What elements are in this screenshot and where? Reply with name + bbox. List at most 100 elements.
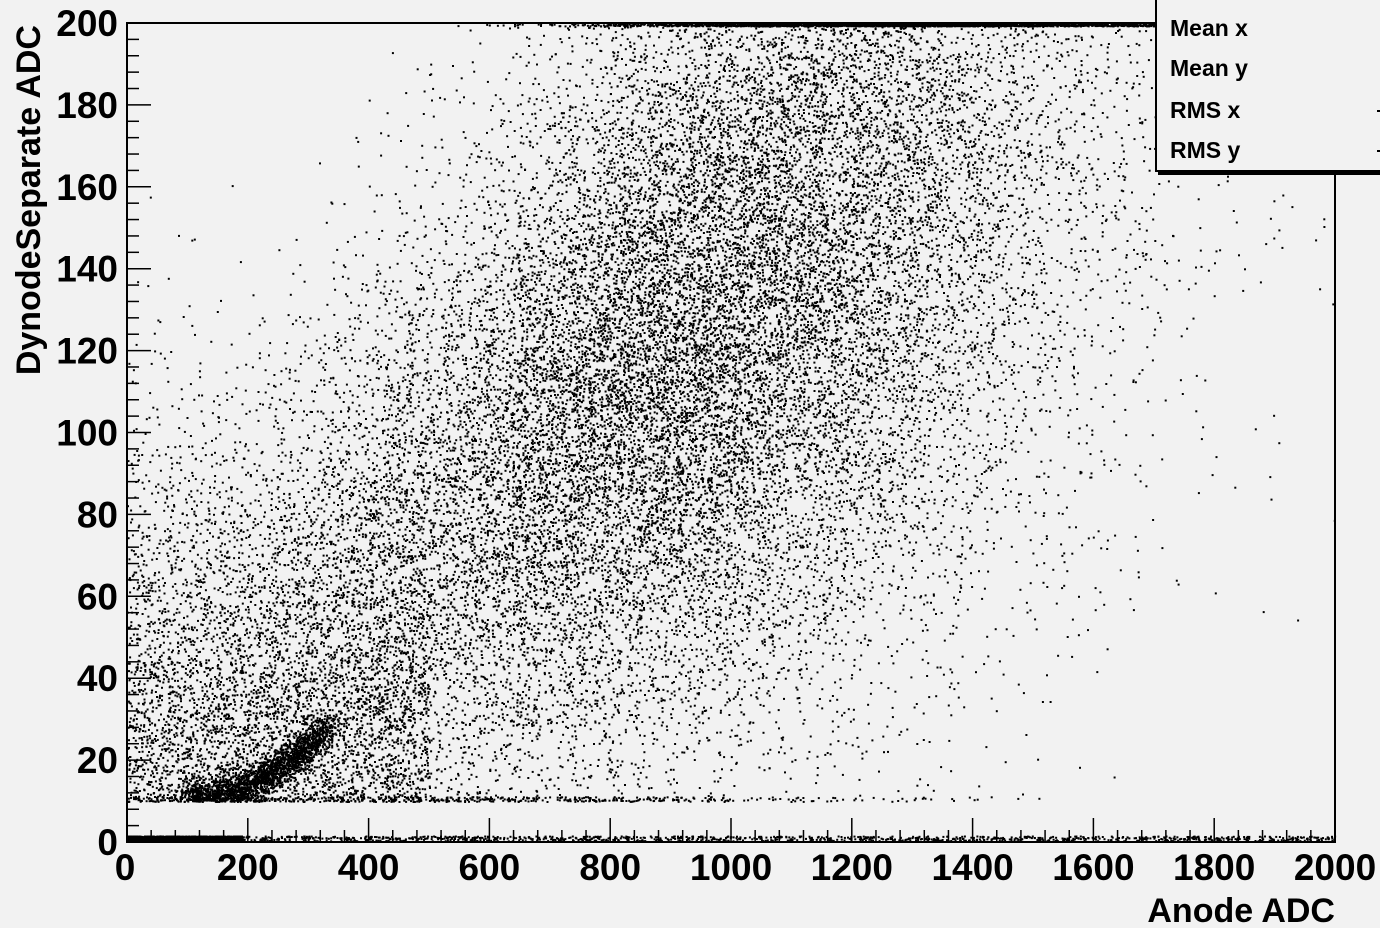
data-point (540, 283, 543, 286)
data-point (736, 582, 738, 585)
data-point (887, 202, 890, 205)
data-point (669, 204, 672, 207)
data-point (772, 363, 775, 366)
data-point (592, 665, 595, 668)
data-point (718, 140, 721, 143)
data-point (658, 270, 661, 273)
data-point (626, 38, 629, 41)
data-point (820, 95, 823, 98)
data-point (678, 580, 681, 583)
data-point (801, 283, 804, 286)
data-point (653, 253, 656, 255)
data-point (670, 217, 673, 220)
data-point (808, 228, 810, 231)
data-point (547, 459, 550, 462)
data-point (724, 358, 727, 361)
data-point (719, 681, 722, 684)
data-point (676, 195, 679, 198)
data-point (506, 422, 509, 425)
data-point (513, 531, 516, 534)
data-point (685, 234, 688, 237)
data-point (539, 496, 541, 499)
data-point (969, 530, 972, 533)
data-point (561, 441, 564, 444)
data-point (970, 330, 973, 333)
data-point (628, 341, 631, 344)
data-point (661, 675, 664, 678)
data-point (814, 276, 817, 279)
data-point (516, 487, 519, 489)
data-point (1143, 160, 1146, 163)
data-point (658, 336, 661, 339)
data-point (196, 753, 199, 756)
data-point (783, 452, 786, 455)
data-point (746, 315, 749, 317)
data-point (990, 796, 993, 799)
data-point (1197, 198, 1200, 201)
data-point (853, 423, 856, 425)
data-point (910, 49, 913, 52)
data-point (630, 288, 633, 291)
data-point (866, 349, 869, 352)
data-point (1016, 124, 1019, 127)
data-point (631, 412, 634, 415)
data-point (748, 284, 751, 287)
data-point (521, 422, 524, 425)
data-point (866, 195, 869, 198)
data-point (954, 571, 956, 574)
data-point (670, 234, 673, 237)
data-point (814, 465, 817, 468)
data-point (916, 525, 919, 528)
data-point (1150, 25, 1153, 28)
data-point (613, 412, 616, 415)
data-point (536, 274, 539, 277)
data-point (387, 683, 390, 686)
data-point (660, 311, 663, 314)
data-point (894, 165, 897, 168)
data-point (736, 453, 739, 456)
data-point (715, 177, 718, 180)
data-point (978, 113, 980, 116)
data-point (832, 28, 835, 31)
data-point (323, 796, 326, 799)
data-point (632, 147, 635, 149)
data-point (609, 504, 612, 506)
data-point (632, 595, 635, 598)
data-point (613, 364, 616, 367)
data-point (511, 697, 514, 700)
data-point (641, 656, 644, 659)
data-point (410, 493, 413, 496)
data-point (585, 303, 588, 306)
data-point (528, 435, 531, 438)
data-point (658, 289, 661, 292)
data-point (1092, 99, 1095, 102)
data-point (610, 66, 613, 69)
data-point (814, 255, 817, 258)
data-point (548, 565, 551, 568)
data-point (716, 637, 718, 640)
data-point (615, 379, 618, 382)
data-point (882, 386, 885, 389)
data-point (965, 51, 967, 54)
data-point (818, 155, 821, 158)
data-point (994, 104, 997, 107)
data-point (882, 443, 885, 446)
data-point (841, 440, 844, 443)
data-point (748, 401, 750, 404)
data-point (608, 203, 611, 206)
data-point (891, 175, 894, 178)
data-point (792, 196, 795, 198)
data-point (548, 537, 551, 540)
data-point (725, 268, 728, 271)
data-point (512, 519, 515, 522)
data-point (682, 338, 685, 341)
data-point (1033, 298, 1036, 300)
data-point (556, 715, 559, 718)
data-point (513, 336, 516, 339)
data-point (328, 488, 331, 491)
data-point (931, 156, 934, 158)
data-point (823, 571, 825, 574)
data-point (516, 420, 519, 423)
data-point (739, 195, 742, 198)
data-point (572, 295, 575, 298)
